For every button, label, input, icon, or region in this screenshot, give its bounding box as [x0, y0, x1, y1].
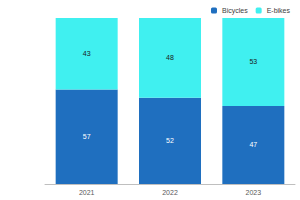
svg-text:43: 43 [83, 50, 91, 57]
svg-text:53: 53 [249, 58, 257, 65]
svg-text:2022: 2022 [162, 189, 178, 196]
svg-text:57: 57 [83, 133, 91, 140]
svg-text:47: 47 [249, 141, 257, 148]
svg-text:48: 48 [166, 54, 174, 61]
svg-text:2023: 2023 [246, 189, 262, 196]
svg-text:2021: 2021 [79, 189, 95, 196]
svg-text:52: 52 [166, 137, 174, 144]
svg-text:E-bikes: E-bikes [267, 7, 291, 14]
svg-text:Bicycles: Bicycles [222, 7, 248, 15]
